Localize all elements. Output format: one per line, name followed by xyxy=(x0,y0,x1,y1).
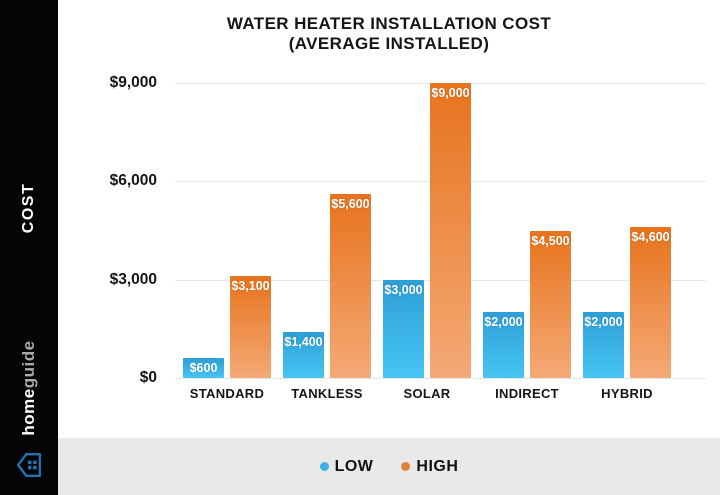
bar-value-label: $2,000 xyxy=(584,315,623,330)
homeguide-house-icon xyxy=(16,452,42,478)
gridline-0 xyxy=(175,378,706,379)
bar-high-solar: $9,000 xyxy=(430,83,471,378)
x-axis-category-label: INDIRECT xyxy=(495,386,559,401)
legend-label: LOW xyxy=(334,457,374,475)
y-axis-tick-label: $9,000 xyxy=(109,74,157,91)
y-axis-tick-label: $6,000 xyxy=(109,172,157,190)
bar-high-standard: $3,100 xyxy=(230,276,271,378)
legend-label: HIGH xyxy=(416,457,459,475)
x-axis-category-label: HYBRID xyxy=(601,386,653,401)
legend-item-low: LOW xyxy=(319,457,374,476)
bar-value-label: $2,000 xyxy=(484,315,523,330)
legend-item-high: HIGH xyxy=(401,458,458,476)
bar-high-tankless: $5,600 xyxy=(330,194,371,378)
chart-area: WATER HEATER INSTALLATION COST (AVERAGE … xyxy=(58,0,720,495)
bar-low-standard: $600 xyxy=(183,358,224,378)
bar-low-hybrid: $2,000 xyxy=(583,312,624,378)
legend-dot-high xyxy=(401,462,411,471)
bar-value-label: $600 xyxy=(189,361,218,376)
chart-title: WATER HEATER INSTALLATION COST (AVERAGE … xyxy=(58,14,720,54)
bar-value-label: $9,000 xyxy=(431,86,470,100)
x-axis-category-label: TANKLESS xyxy=(291,386,363,401)
bar-value-label: $1,400 xyxy=(284,335,323,350)
bar-high-hybrid: $4,600 xyxy=(630,227,671,378)
legend: LOW HIGH xyxy=(58,438,720,495)
chart-title-line1: WATER HEATER INSTALLATION COST xyxy=(226,14,552,33)
bar-value-label: $5,600 xyxy=(331,197,370,212)
y-axis-tick-label: $3,000 xyxy=(109,270,157,288)
bar-high-indirect: $4,500 xyxy=(530,230,571,378)
bar-value-label: $3,000 xyxy=(384,282,423,297)
y-axis-tick-label: $0 xyxy=(139,369,157,386)
x-axis-category-label: STANDARD xyxy=(189,386,265,401)
brand-home-text: home xyxy=(19,388,38,436)
sidebar-cost-label: COST xyxy=(20,182,37,234)
bar-low-tankless: $1,400 xyxy=(283,332,324,378)
chart-title-line2: (AVERAGE INSTALLED) xyxy=(288,34,490,53)
brand-wordmark: homeguide xyxy=(19,340,39,435)
bar-value-label: $4,500 xyxy=(531,233,570,248)
house-outline xyxy=(16,452,42,478)
bar-low-indirect: $2,000 xyxy=(483,312,524,378)
plot-area: $9,000 $6,000 $3,000 $0 $600 $3,100 STANDARD $1… xyxy=(58,0,720,438)
x-axis-category-label: SOLAR xyxy=(403,386,451,401)
legend-dot-low xyxy=(319,462,329,471)
brand-guide-text: guide xyxy=(19,340,38,389)
bar-value-label: $3,100 xyxy=(231,279,270,294)
sidebar: COST homeguide xyxy=(0,0,58,495)
bar-value-label: $4,600 xyxy=(631,230,670,245)
bar-low-solar: $3,000 xyxy=(383,279,424,378)
